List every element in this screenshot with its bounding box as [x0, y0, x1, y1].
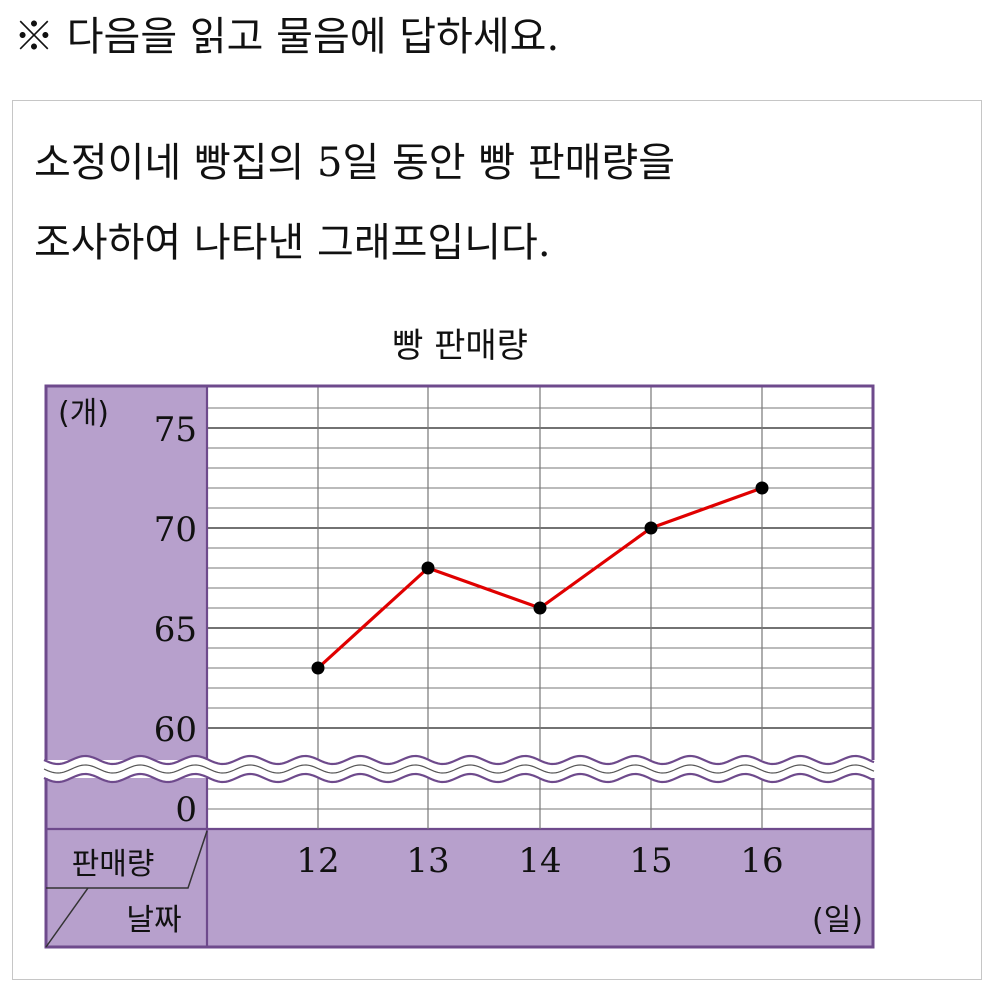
data-point	[755, 481, 769, 495]
data-point	[311, 661, 325, 675]
data-point	[421, 561, 435, 575]
problem-box	[12, 100, 982, 980]
y-tick-label: 0	[175, 790, 197, 830]
corner-cell-bottom-rule	[45, 887, 89, 948]
x-tick-label: 15	[629, 841, 672, 881]
chart-frame-top	[44, 384, 875, 760]
y-tick-label: 70	[154, 510, 197, 550]
x-tick-label: 14	[518, 841, 561, 881]
x-tick-label: 16	[740, 841, 783, 881]
corner-label-sales: 판매량	[72, 847, 155, 882]
y-axis-unit: (개)	[58, 396, 109, 431]
chart-frame-bottom	[44, 778, 875, 949]
chart-title: 빵 판매량	[392, 326, 528, 366]
x-axis-unit: (일)	[812, 903, 863, 938]
axis-break-top-wave	[43, 754, 875, 766]
y-tick-label: 65	[154, 610, 197, 650]
corner-label-date: 날짜	[126, 903, 181, 938]
x-tick-label: 13	[406, 841, 449, 881]
data-point	[644, 521, 658, 535]
y-axis-band-top	[46, 386, 207, 760]
corner-cell-top-rule	[46, 830, 208, 889]
problem-line-2: 조사하여 나타낸 그래프입니다.	[34, 220, 551, 266]
data-point	[533, 601, 547, 615]
y-tick-label: 75	[154, 410, 197, 450]
instruction-text: ※ 다음을 읽고 물음에 답하세요.	[14, 14, 560, 60]
axis-break-center-wave	[43, 764, 875, 774]
axis-break-bottom-wave	[43, 772, 875, 784]
problem-line-1: 소정이네 빵집의 5일 동안 빵 판매량을	[34, 140, 676, 186]
axis-break	[44, 756, 874, 782]
x-tick-label: 12	[296, 841, 339, 881]
y-axis-band-bottom	[46, 778, 207, 829]
y-tick-label: 60	[154, 710, 197, 750]
